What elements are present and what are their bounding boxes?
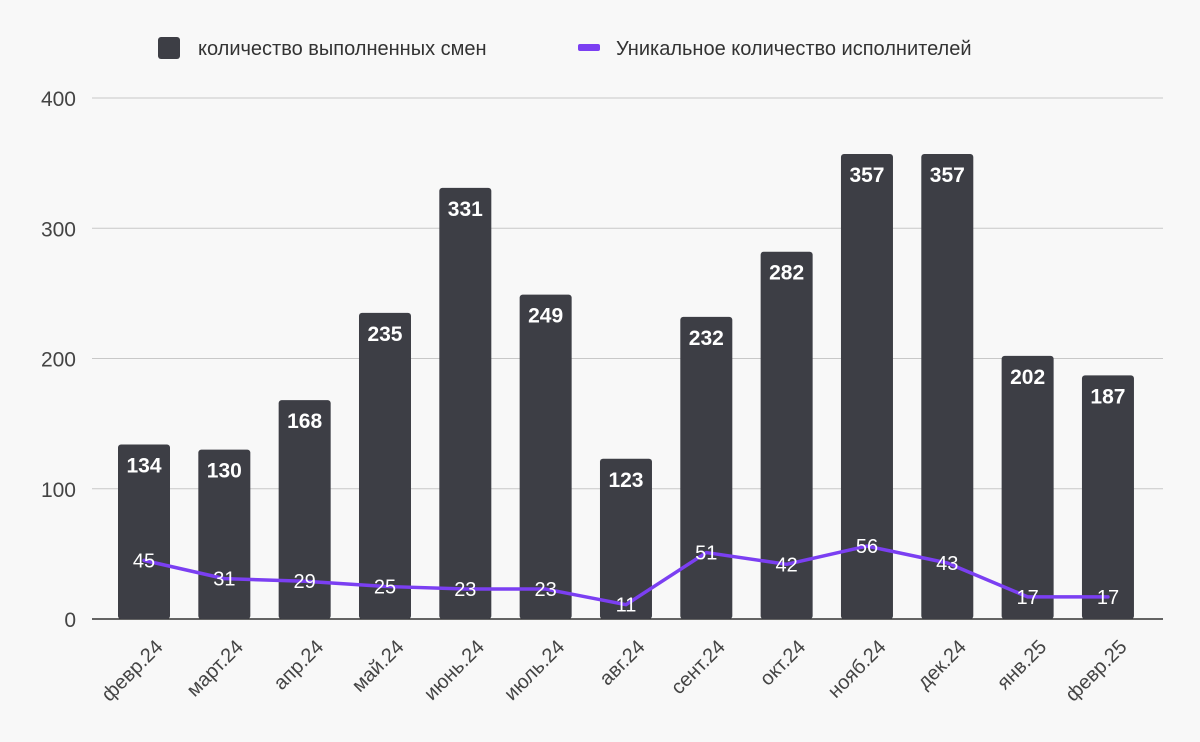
bar-data-label: 202 <box>1010 366 1045 389</box>
x-tick-label: апр.24 <box>270 636 329 695</box>
bar <box>840 154 893 619</box>
y-tick-label: 0 <box>64 609 76 632</box>
bar-data-label: 134 <box>126 454 161 477</box>
bar-data-label: 235 <box>367 323 402 346</box>
line-point <box>544 587 548 591</box>
line-point <box>785 562 789 566</box>
bar <box>118 444 170 619</box>
bar <box>278 400 331 619</box>
bar <box>439 187 492 619</box>
line-data-label: 51 <box>695 543 717 565</box>
line-data-label: 43 <box>936 553 958 575</box>
legend-swatch-line <box>578 44 600 51</box>
line-point <box>865 544 869 548</box>
line-data-label: 17 <box>1017 587 1039 609</box>
bar <box>921 154 974 619</box>
line-data-label: 31 <box>213 569 235 591</box>
line-data-label: 11 <box>616 595 637 617</box>
bar-data-label: 249 <box>528 305 563 328</box>
x-tick-label: июнь.24 <box>420 636 489 705</box>
bar-data-label: 123 <box>608 469 643 492</box>
x-tick-label: нояб.24 <box>824 636 891 703</box>
line-data-label: 23 <box>454 579 476 601</box>
bar-data-label: 331 <box>448 198 483 221</box>
legend-label-line: Уникальное количество исполнителей <box>616 38 972 60</box>
line-point <box>383 584 387 588</box>
x-tick-label: февр.25 <box>1061 636 1131 706</box>
bar-data-label: 232 <box>689 327 724 350</box>
bar-data-label: 130 <box>207 460 242 483</box>
x-tick-label: июль.24 <box>500 636 569 705</box>
line-point <box>463 587 467 591</box>
line-point <box>704 551 708 555</box>
bar-series: 134 130 168 235 331 249 123 232 282 357 357 202 187 <box>118 154 1134 619</box>
x-axis-ticks: февр.24 март.24 апр.24 май.24 июнь.24 июль.24… <box>97 636 1131 706</box>
bar <box>760 251 813 619</box>
line-point <box>222 577 226 581</box>
line-point <box>303 579 307 583</box>
line-data-label: 56 <box>856 536 878 558</box>
y-tick-label: 300 <box>41 218 76 241</box>
y-tick-label: 400 <box>41 88 76 111</box>
bar-data-label: 187 <box>1090 385 1125 408</box>
x-tick-label: сент.24 <box>667 636 730 699</box>
bar <box>358 312 411 619</box>
bar-data-label: 357 <box>930 164 965 187</box>
x-tick-label: март.24 <box>183 636 248 701</box>
y-axis-ticks: 0 100 200 300 400 <box>41 88 76 632</box>
line-data-label: 25 <box>374 576 396 598</box>
line-point <box>1026 595 1030 599</box>
bar-data-label: 168 <box>287 410 322 433</box>
legend-swatch-bars <box>158 37 180 59</box>
bar <box>519 294 572 619</box>
line-point <box>142 558 146 562</box>
line-point <box>1106 595 1110 599</box>
x-tick-label: окт.24 <box>756 636 810 690</box>
line-point <box>945 561 949 565</box>
line-data-label: 42 <box>776 554 798 576</box>
x-tick-label: дек.24 <box>913 636 971 694</box>
bar <box>680 316 733 619</box>
x-tick-label: май.24 <box>348 636 409 697</box>
line-data-label: 17 <box>1097 587 1119 609</box>
line-point <box>624 603 628 607</box>
y-tick-label: 200 <box>41 349 76 372</box>
x-tick-label: февр.24 <box>97 636 167 706</box>
bar-data-label: 357 <box>849 164 884 187</box>
line-data-label: 23 <box>535 579 557 601</box>
y-tick-label: 100 <box>41 479 76 502</box>
x-tick-label: авг.24 <box>595 636 649 690</box>
line-series: 45 31 29 25 23 23 11 51 42 56 43 17 17 <box>133 536 1119 617</box>
x-tick-label: янв.25 <box>993 636 1051 694</box>
legend: количество выполненных смен Уникальное к… <box>158 37 972 60</box>
legend-label-bars: количество выполненных смен <box>198 38 487 60</box>
line-data-label: 29 <box>294 571 316 593</box>
bar <box>599 458 652 619</box>
bar <box>1081 375 1134 619</box>
bar <box>1001 355 1054 619</box>
bar-data-label: 282 <box>769 262 804 285</box>
line-data-label: 45 <box>133 550 155 572</box>
